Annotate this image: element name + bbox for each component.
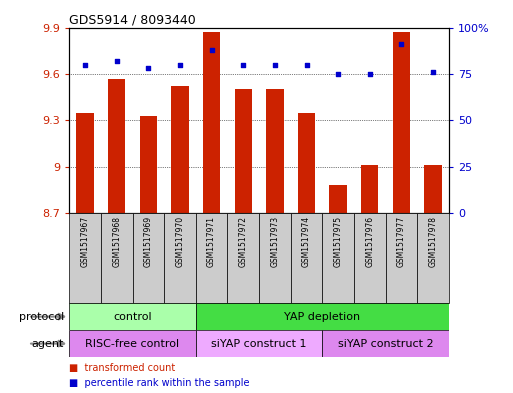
Bar [266, 89, 284, 213]
Bar [322, 330, 449, 357]
Bar [329, 185, 347, 213]
Bar [76, 112, 94, 213]
Bar [393, 32, 410, 213]
Text: GSM1517973: GSM1517973 [270, 216, 280, 267]
Bar [171, 86, 189, 213]
Bar [259, 213, 291, 303]
Text: ■  transformed count: ■ transformed count [69, 363, 175, 373]
Point [302, 61, 310, 68]
Text: siYAP construct 2: siYAP construct 2 [338, 339, 433, 349]
Text: GDS5914 / 8093440: GDS5914 / 8093440 [69, 13, 196, 26]
Point [207, 47, 215, 53]
Text: YAP depletion: YAP depletion [284, 312, 361, 321]
Bar [424, 165, 442, 213]
Text: agent: agent [32, 339, 64, 349]
Point [429, 69, 437, 75]
Text: GSM1517971: GSM1517971 [207, 216, 216, 267]
Point [176, 61, 184, 68]
Text: RISC-free control: RISC-free control [86, 339, 180, 349]
Bar [203, 32, 220, 213]
Bar [417, 213, 449, 303]
Text: protocol: protocol [19, 312, 64, 321]
Text: GSM1517970: GSM1517970 [175, 216, 185, 267]
Bar [354, 213, 386, 303]
Bar [227, 213, 259, 303]
Bar [69, 330, 196, 357]
Bar [386, 213, 417, 303]
Text: control: control [113, 312, 152, 321]
Text: GSM1517976: GSM1517976 [365, 216, 374, 267]
Point [144, 65, 152, 72]
Text: GSM1517972: GSM1517972 [239, 216, 248, 267]
Point [81, 61, 89, 68]
Point [239, 61, 247, 68]
Bar [69, 303, 196, 330]
Bar [196, 330, 322, 357]
Bar [196, 303, 449, 330]
Text: GSM1517969: GSM1517969 [144, 216, 153, 267]
Text: GSM1517978: GSM1517978 [428, 216, 438, 267]
Text: ■  percentile rank within the sample: ■ percentile rank within the sample [69, 378, 250, 387]
Bar [196, 213, 227, 303]
Text: GSM1517968: GSM1517968 [112, 216, 121, 267]
Bar [69, 213, 101, 303]
Bar [322, 213, 354, 303]
Bar [140, 116, 157, 213]
Bar [361, 165, 379, 213]
Bar [234, 89, 252, 213]
Bar [132, 213, 164, 303]
Point [113, 58, 121, 64]
Text: GSM1517967: GSM1517967 [81, 216, 90, 267]
Point [334, 71, 342, 77]
Text: siYAP construct 1: siYAP construct 1 [211, 339, 307, 349]
Text: GSM1517975: GSM1517975 [333, 216, 343, 267]
Bar [291, 213, 322, 303]
Bar [298, 112, 315, 213]
Point [366, 71, 374, 77]
Bar [101, 213, 132, 303]
Text: GSM1517974: GSM1517974 [302, 216, 311, 267]
Bar [164, 213, 196, 303]
Bar [108, 79, 125, 213]
Point [271, 61, 279, 68]
Text: GSM1517977: GSM1517977 [397, 216, 406, 267]
Point [397, 41, 405, 48]
